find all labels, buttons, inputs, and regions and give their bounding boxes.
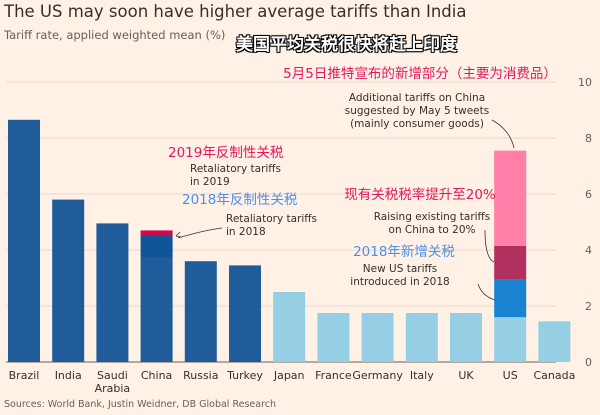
category-label: US [503,369,518,382]
bar-us-segment-5 [494,150,527,246]
category-label: Germany [352,369,403,382]
bar-china-segment-1 [140,236,173,257]
category-label: Italy [410,369,434,382]
china-2018-cn-label: 2018年反制性关税 [182,192,298,208]
y-tick-label: 4 [585,244,592,257]
china-2018-arrow [177,227,223,239]
y-tick-label: 6 [585,188,592,201]
bars [8,119,571,362]
bar-brazil [8,119,40,362]
bar-china [140,257,173,362]
source-note: Sources: World Bank, Justin Weidner, DB … [4,399,277,410]
y-tick-labels: 0 2 4 6 8 10 [578,76,592,369]
us-raise-cn-label: 现有关税税率提升至20% [344,186,496,203]
bar-france [317,313,350,362]
us-new-en-label: New US tariffs introduced in 2018 [350,263,449,288]
us-raise-arrow [484,229,495,263]
bar-japan [273,292,306,362]
bar-saudi-arabia [96,223,129,362]
category-labels: Brazil India Saudi Arabia China Russia Turkey J… [9,369,576,395]
category-label: Japan [273,369,305,382]
category-label: India [55,369,82,382]
category-label: Turkey [226,369,263,382]
china-2019-cn-label: 2019年反制性关税 [168,145,284,161]
category-label: Canada [533,369,575,382]
bar-canada [538,321,571,362]
category-label: France [315,369,352,382]
bar-china-segment-2 [140,230,173,236]
us-additional-en-label: Additional tariffs on China suggested by … [345,92,489,130]
y-tick-label: 10 [578,76,592,89]
bar-russia [184,261,217,362]
china-2018-arrowhead [175,231,182,238]
bar-us-segment-3 [494,279,527,318]
bar-us-segment-4 [494,245,527,280]
us-new-arrow [477,283,496,301]
us-additional-arrow [491,119,515,149]
category-label: UK [458,369,474,382]
bar-italy [405,313,438,362]
y-tick-label: 8 [585,132,592,145]
annotations: 2019年反制性关税 Retaliatory tariffs in 2019 2018… [168,66,557,301]
category-label: Brazil [9,369,40,382]
bar-us [494,317,527,362]
us-additional-cn-label: 5月5日推特宣布的新增部分（主要为消费品） [283,66,557,82]
china-2018-en-label: Retaliatory tariffs in 2018 [226,213,317,238]
bar-uk [450,313,482,362]
category-label: Saudi Arabia [95,369,131,395]
y-tick-label: 0 [585,356,592,369]
y-tick-label: 2 [585,300,592,313]
us-new-cn-label: 2018年新增关税 [353,244,455,260]
us-raise-en-label: Raising existing tariffs on China to 20% [374,211,491,236]
bar-india [52,199,85,362]
china-2019-en-label: Retaliatory tariffs in 2019 [190,163,281,188]
bar-turkey [229,265,261,362]
category-label: China [141,369,172,382]
chart-subtitle: Tariff rate, applied weighted mean (%) [4,28,226,42]
chart-title: The US may soon have higher average tari… [4,2,467,21]
chinese-title-overlay: 美国平均关税很快将赶上印度 [236,35,457,55]
category-label: Russia [183,369,218,382]
bar-germany [361,313,394,362]
